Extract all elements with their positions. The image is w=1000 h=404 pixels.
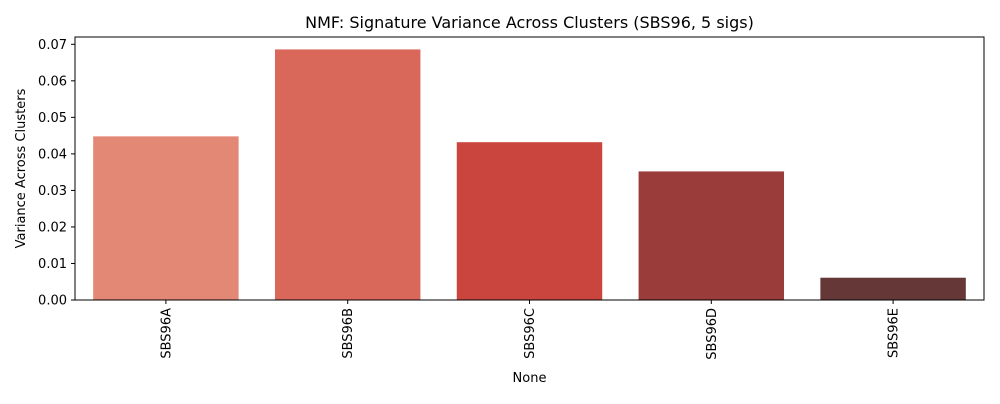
bar-sbs96e — [820, 277, 966, 300]
y-tick-label: 0.02 — [38, 220, 67, 235]
y-tick-label: 0.07 — [38, 38, 67, 53]
x-axis-label: None — [513, 371, 547, 386]
x-tick-label: SBS96E — [887, 308, 902, 358]
y-axis: 0.00 0.01 0.02 0.03 0.04 0.05 0.06 0.07 — [38, 38, 75, 309]
chart-title: NMF: Signature Variance Across Clusters … — [305, 13, 754, 32]
bar-sbs96a — [93, 136, 239, 300]
x-tick-label: SBS96A — [159, 308, 174, 359]
y-axis-label: Variance Across Clusters — [14, 88, 29, 248]
y-tick-label: 0.06 — [38, 74, 67, 89]
bar-sbs96c — [456, 142, 603, 300]
bar-sbs96b — [274, 49, 421, 300]
plot-area — [93, 49, 966, 300]
y-tick-label: 0.00 — [38, 294, 67, 309]
y-tick-label: 0.05 — [38, 111, 67, 126]
bar-sbs96d — [638, 171, 785, 300]
y-tick-label: 0.03 — [38, 184, 67, 199]
plot-frame — [74, 36, 985, 301]
y-tick-label: 0.01 — [38, 257, 67, 272]
x-tick-label: SBS96D — [705, 308, 720, 360]
x-axis: SBS96A SBS96B SBS96C SBS96D SBS96E — [159, 300, 902, 360]
x-tick-label: SBS96B — [341, 308, 356, 359]
x-tick-label: SBS96C — [523, 308, 538, 359]
y-tick-label: 0.04 — [38, 147, 67, 162]
